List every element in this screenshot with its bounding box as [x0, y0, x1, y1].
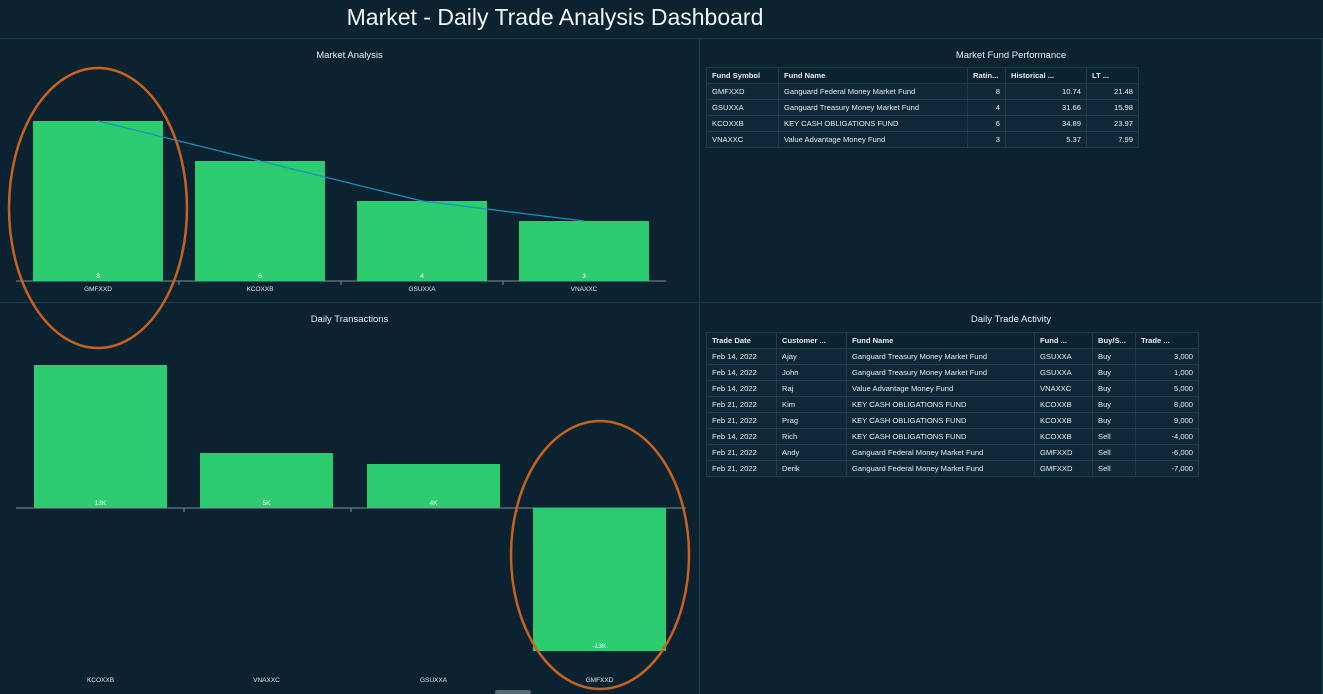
table-cell: 15.98	[1086, 99, 1139, 116]
column-header[interactable]: Ratin...	[967, 67, 1006, 84]
table-cell: 7.99	[1086, 131, 1139, 148]
column-header[interactable]: Buy/S...	[1092, 332, 1136, 349]
x-tick-label: KCOXXB	[87, 677, 114, 684]
horizontal-scrollbar[interactable]	[495, 690, 531, 694]
bar	[33, 121, 163, 281]
column-header[interactable]: Trade Date	[706, 332, 777, 349]
data-label: 8	[96, 273, 100, 280]
dashboard-title: Market - Daily Trade Analysis Dashboard	[346, 4, 764, 30]
daily-transactions-panel: Daily Transactions	[0, 302, 700, 694]
bar	[519, 221, 649, 281]
x-tick-label: GMFXXD	[84, 286, 112, 293]
bar	[195, 161, 325, 281]
table-row[interactable]: Feb 14, 2022 John Ganguard Treasury Money …	[706, 364, 1199, 381]
bar	[533, 508, 666, 651]
data-label: 4K	[430, 500, 439, 507]
table-row[interactable]: Feb 21, 2022 Prag KEY CASH OBLIGATIONS FUN…	[706, 412, 1199, 429]
data-label: 3	[582, 273, 586, 280]
trade-activity-table: Trade Date Customer ... Fund Name Fund ... B…	[706, 332, 1199, 477]
data-label: 6	[258, 273, 262, 280]
bar	[357, 201, 487, 281]
bar	[367, 464, 500, 508]
x-tick-label: GSUXXA	[408, 286, 436, 293]
table-cell: Feb 21, 2022	[706, 460, 777, 477]
panel-title: Daily Transactions	[310, 314, 389, 325]
data-label: 5K	[263, 500, 272, 507]
x-tick-label: VNAXXC	[571, 286, 598, 293]
table-cell: -7,000	[1135, 460, 1199, 477]
data-label: -13K	[593, 643, 607, 650]
column-header[interactable]: Fund ...	[1034, 332, 1093, 349]
table-header-row: Trade Date Customer ... Fund Name Fund ... B…	[706, 332, 1199, 349]
highlight-ellipse	[509, 419, 691, 691]
data-label: 13K	[95, 500, 107, 507]
data-label: 4	[420, 273, 424, 280]
bar	[200, 453, 333, 508]
fund-performance-table: Fund Symbol Fund Name Ratin... Historical .…	[706, 67, 1139, 148]
panel-title: Market Analysis	[316, 50, 383, 61]
table-cell: VNAXXC	[706, 131, 779, 148]
x-tick-label: KCOXXB	[246, 286, 273, 293]
table-row[interactable]: Feb 21, 2022 Derik Ganguard Federal Money …	[706, 460, 1199, 477]
x-tick-label: GMFXXD	[586, 677, 614, 684]
column-header[interactable]: Trade ...	[1135, 332, 1199, 349]
table-cell: Ganguard Federal Money Market Fund	[846, 460, 1035, 477]
table-row[interactable]: GMFXXD Ganguard Federal Money Market Fund…	[706, 83, 1139, 100]
table-row[interactable]: Feb 21, 2022 Kim KEY CASH OBLIGATIONS FUND…	[706, 396, 1199, 413]
trend-line	[97, 120, 585, 222]
panel-title: Market Fund Performance	[955, 50, 1067, 61]
highlight-ellipse	[7, 66, 189, 350]
table-row[interactable]: VNAXXC Value Advantage Money Fund 3 5.37 7.9…	[706, 131, 1139, 148]
bar	[34, 365, 167, 508]
panel-title: Daily Trade Activity	[970, 314, 1052, 325]
x-tick-label: VNAXXC	[253, 677, 280, 684]
market-analysis-panel: Market Analysis	[0, 38, 700, 302]
table-row[interactable]: GSUXXA Ganguard Treasury Money Market Fun…	[706, 99, 1139, 116]
x-tick-label: GSUXXA	[420, 677, 448, 684]
table-row[interactable]: Feb 21, 2022 Andy Ganguard Federal Money M…	[706, 444, 1199, 461]
column-header[interactable]: Historical ...	[1005, 67, 1087, 84]
